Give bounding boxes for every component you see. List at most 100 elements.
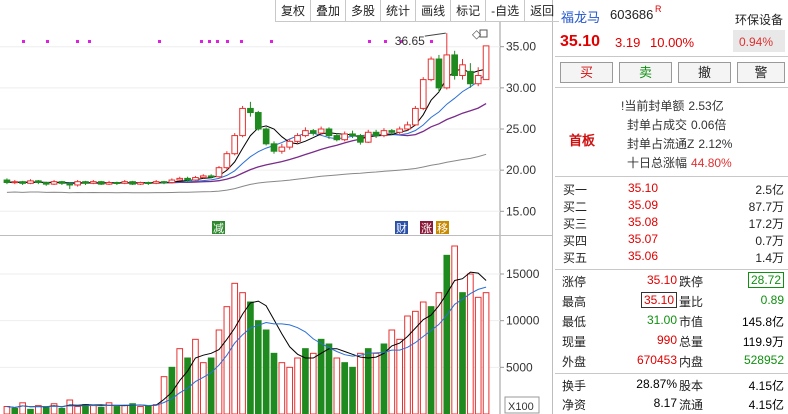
volume-bar [66,399,74,414]
chart-area[interactable]: 35.00 30.00 25.00 20.00 15.00 ◇ 36.65 减 财 涨移 1500… [0,0,553,414]
signal-marker [240,40,243,43]
back-button[interactable]: 返回 [524,0,560,22]
candle-body [451,54,458,76]
volume-bar [443,254,451,414]
candlestick-chart[interactable]: 35.00 30.00 25.00 20.00 15.00 ◇ 36.65 减 财 涨移 [0,0,553,236]
candle-body [341,133,349,141]
high-pointer [424,32,446,37]
volume-bar [247,301,254,414]
bid-row[interactable]: 买四 35.07 0.7万 [563,232,784,248]
candle-body [58,181,66,184]
volume-bar [309,352,317,414]
stock-name[interactable]: 福龙马 [561,10,601,25]
candle-body [357,135,364,143]
industry-tag[interactable]: 环保设备 [735,13,784,27]
bid-row[interactable]: 买三 35.08 17.2万 [563,215,784,231]
info-mark: ! [621,99,625,113]
volume-tick-label: 15000 [506,267,540,281]
volume-ma10-line [6,286,487,409]
candle-body [247,107,254,114]
candle-body [207,175,215,178]
candle-body [176,177,184,181]
candle-body [349,133,356,137]
candle-body [184,177,191,181]
sell-button[interactable]: 卖 [619,62,672,83]
multi-stock-button[interactable]: 多股 [345,0,381,22]
stat-row: 外盘 670453 内盘 528952 [562,353,784,369]
mark-button[interactable]: 标记 [450,0,486,22]
price-change: 3.19 [615,35,641,50]
candle-body [333,135,341,141]
signal-marker [430,40,433,43]
limit-info-row: 十日总涨幅 44.80% [627,156,732,170]
volume-bar [74,406,81,414]
overlay-button[interactable]: 叠加 [310,0,346,22]
candle-body [443,54,451,89]
limit-info-row: !当前封单额 2.53亿 [621,99,724,113]
candle-body [396,128,403,133]
signal-marker [88,40,91,43]
restore-rights-button[interactable]: 复权 [275,0,311,22]
high-price-label: 36.65 [395,34,425,48]
volume-bar [231,282,239,414]
ma5-line [6,67,487,184]
bid-row[interactable]: 买一 35.10 2.5亿 [563,181,784,197]
price-tick-label: 15.00 [506,204,536,218]
reduce-holding-tag: 减 [213,222,224,235]
candle-body [404,124,411,130]
bid-row[interactable]: 买五 35.06 1.4万 [563,249,784,265]
volume-bar [199,362,207,414]
candle-body [302,130,309,137]
volume-bar [474,296,482,414]
candle-body [278,146,286,152]
volume-bar [482,292,490,414]
signal-marker [226,40,229,43]
volume-bar [121,405,129,414]
volume-bar [207,357,215,414]
limit-up-tag: 涨 [421,222,432,235]
candle-body [412,107,419,126]
signal-marker [200,40,203,43]
volume-chart[interactable]: 15000 10000 5000 X100 [0,236,553,414]
candle-body [467,70,474,85]
price-tick-label: 35.00 [506,40,536,54]
volume-bar [11,407,19,414]
volume-bar [333,357,341,414]
candle-body [364,131,372,143]
bid-row[interactable]: 买二 35.09 87.7万 [563,198,784,214]
volume-tick-label: 5000 [506,360,533,374]
candle-body [380,130,388,137]
stat-row: 涨停 35.10 跌停 28.72 [555,272,788,293]
candle-body [317,128,325,134]
candle-body [223,153,231,169]
quote-panel: 福龙马 603686 R 环保设备 0.94% 35.10 3.19 10.00… [555,0,788,414]
cancel-order-button[interactable]: 撤 [678,62,731,83]
candle-body [215,167,223,178]
volume-bar [160,376,168,414]
candle-body [325,128,333,137]
alert-button[interactable]: 警 [737,62,785,83]
draw-line-button[interactable]: 画线 [415,0,451,22]
statistics-button[interactable]: 统计 [380,0,416,22]
candle-body [459,64,466,77]
volume-bar [388,329,396,414]
limit-up-tag-bg [420,221,433,234]
box-marker [479,29,488,38]
volume-tick-label: 10000 [506,314,540,328]
remove-watchlist-button[interactable]: -自选 [485,0,525,22]
candle-body [105,182,113,185]
candle-body [121,181,129,184]
candle-body [294,135,301,142]
buy-button[interactable]: 买 [560,62,613,83]
candle-body [90,181,97,184]
signal-marker [368,40,371,43]
candle-body [82,181,89,184]
limit-info-row: 封单占成交 0.06倍 [627,118,727,132]
volume-bar [90,405,97,414]
volume-bar [459,292,466,414]
candle-body [192,177,199,181]
limit-status-badge: 首板 [569,133,596,148]
volume-bar [137,406,144,414]
volume-bar [42,406,50,414]
